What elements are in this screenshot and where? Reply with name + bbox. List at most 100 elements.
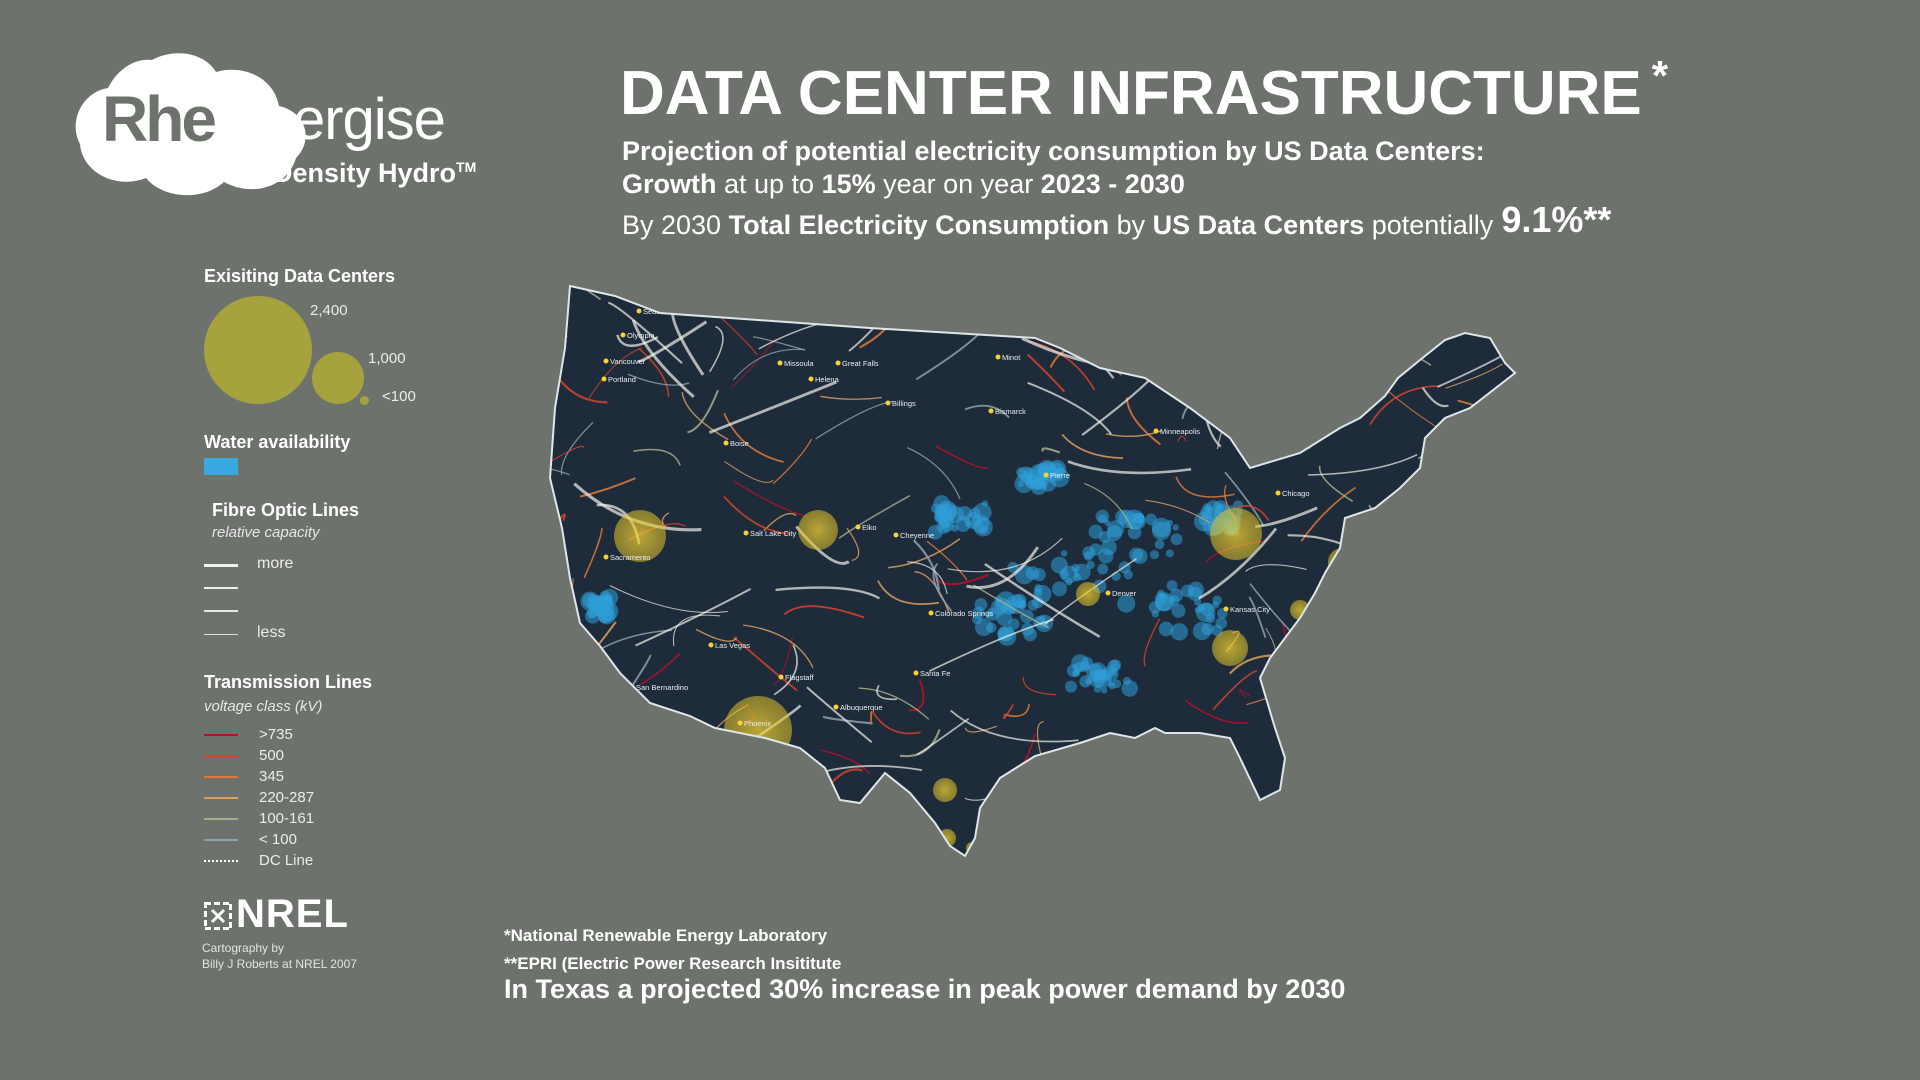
data-center-bubble: [1452, 564, 1484, 596]
transmission-line: [1234, 505, 1270, 521]
water-patch: [1151, 610, 1159, 618]
water-patch: [1088, 524, 1103, 539]
transmission-line: [1047, 775, 1068, 786]
transmission-line: [733, 480, 807, 517]
transmission-line: [638, 347, 670, 397]
water-patch: [1202, 503, 1212, 512]
water-patch: [1107, 520, 1125, 538]
city-marker: [808, 376, 814, 382]
city-marker: [988, 408, 994, 414]
data-center-bubble: [614, 510, 666, 562]
city-marker: [737, 720, 743, 726]
transmission-line: [1505, 618, 1515, 644]
transmission-line: [1103, 783, 1142, 837]
fibre-optic-line: [1451, 628, 1515, 699]
water-patch: [969, 507, 981, 519]
city-label: Flagstaff: [785, 673, 815, 682]
water-patch: [1197, 603, 1205, 612]
fibre-optic-line: [928, 618, 1054, 672]
legend-water-heading: Water availability: [204, 432, 351, 452]
transmission-line: [1369, 385, 1441, 426]
fibre-optic-line: [1067, 460, 1192, 475]
transmission-line: [1239, 689, 1250, 698]
fibre-optic-line: [1308, 453, 1418, 476]
legend-fibre-note: relative capacity: [212, 524, 320, 541]
water-patch: [1037, 460, 1057, 479]
transmission-line: [750, 784, 768, 816]
city-marker: [1445, 656, 1451, 662]
logo-cloud-shape: [75, 53, 306, 196]
city-marker: [636, 308, 642, 314]
city-label: Billings: [892, 399, 916, 408]
city-label: Boise: [730, 439, 749, 448]
fibre-optic-line: [1261, 396, 1319, 423]
transmission-line: [1214, 382, 1268, 396]
transmission-line: [552, 312, 567, 346]
transmission-line: [1099, 297, 1151, 331]
city-marker: [833, 704, 839, 710]
fibre-optic-line: [1403, 732, 1509, 744]
water-patch: [1097, 563, 1109, 575]
transmission-line: [609, 715, 634, 732]
city-marker: [885, 400, 891, 406]
transmission-line: [673, 777, 710, 832]
city-label: Cheyenne: [900, 531, 934, 540]
transmission-line: [1453, 537, 1515, 578]
city-label: Colorado Springs: [935, 609, 993, 618]
transmission-line: [888, 794, 910, 818]
city-marker: [723, 440, 729, 446]
legend-fibre-line-more: [204, 564, 238, 567]
transmission-line: [1458, 749, 1470, 756]
transmission-line: [1266, 668, 1306, 695]
fibre-optic-line: [1364, 583, 1419, 652]
water-patch: [1060, 550, 1068, 557]
city-marker: [1578, 463, 1583, 468]
transmission-line: [1194, 340, 1266, 384]
legend-size-2400: 2,400: [310, 302, 348, 319]
city-label: Olympia: [627, 331, 655, 340]
city-marker: [1275, 490, 1281, 496]
city-label: Nashville: [1350, 733, 1380, 742]
transmission-line: [1351, 792, 1412, 805]
transmission-line: [550, 445, 585, 463]
water-patch: [1079, 675, 1092, 688]
transmission-line: [1036, 721, 1044, 758]
transmission-line: [1330, 359, 1356, 372]
city-label: Dallas: [1100, 779, 1121, 788]
water-patch: [1148, 601, 1162, 614]
water-patch: [997, 626, 1012, 641]
transmission-line: [838, 494, 911, 539]
water-patch: [1172, 524, 1179, 531]
transmission-line: [579, 477, 636, 498]
transmission-line: [1026, 353, 1066, 393]
transmission-line: [732, 348, 805, 381]
logo-energise-text: Energise: [224, 87, 446, 152]
city-label: Chicago: [1282, 489, 1310, 498]
fibre-optic-line: [672, 614, 721, 647]
transmission-line: [1127, 781, 1194, 802]
transmission-line: [627, 373, 690, 386]
transmission-line: [1061, 433, 1124, 459]
water-patch: [972, 614, 982, 625]
water-patch: [1215, 617, 1228, 630]
city-marker: [601, 376, 607, 382]
fibre-optic-line: [895, 322, 943, 330]
data-center-bubble: [1390, 608, 1410, 628]
transmission-line: [733, 636, 798, 692]
city-label: Minneapolis: [1160, 427, 1200, 436]
nrel-wordmark: NREL: [236, 892, 349, 936]
transmission-line: [899, 729, 941, 758]
transmission-line: [1529, 489, 1564, 534]
city-marker: [620, 332, 626, 338]
data-center-bubble: [1455, 573, 1515, 633]
city-label: Denver: [1112, 589, 1137, 598]
footnote-epri: **EPRI (Electric Power Research Insititu…: [504, 954, 842, 973]
fibre-optic-line: [1359, 733, 1442, 764]
transmission-line: [723, 413, 784, 463]
fibre-optic-line: [1161, 335, 1247, 403]
transmission-line: [1129, 349, 1141, 376]
water-patch: [1169, 588, 1184, 602]
water-patch: [587, 608, 597, 619]
transmission-line: [640, 652, 681, 685]
transmission-line: [1535, 637, 1554, 665]
